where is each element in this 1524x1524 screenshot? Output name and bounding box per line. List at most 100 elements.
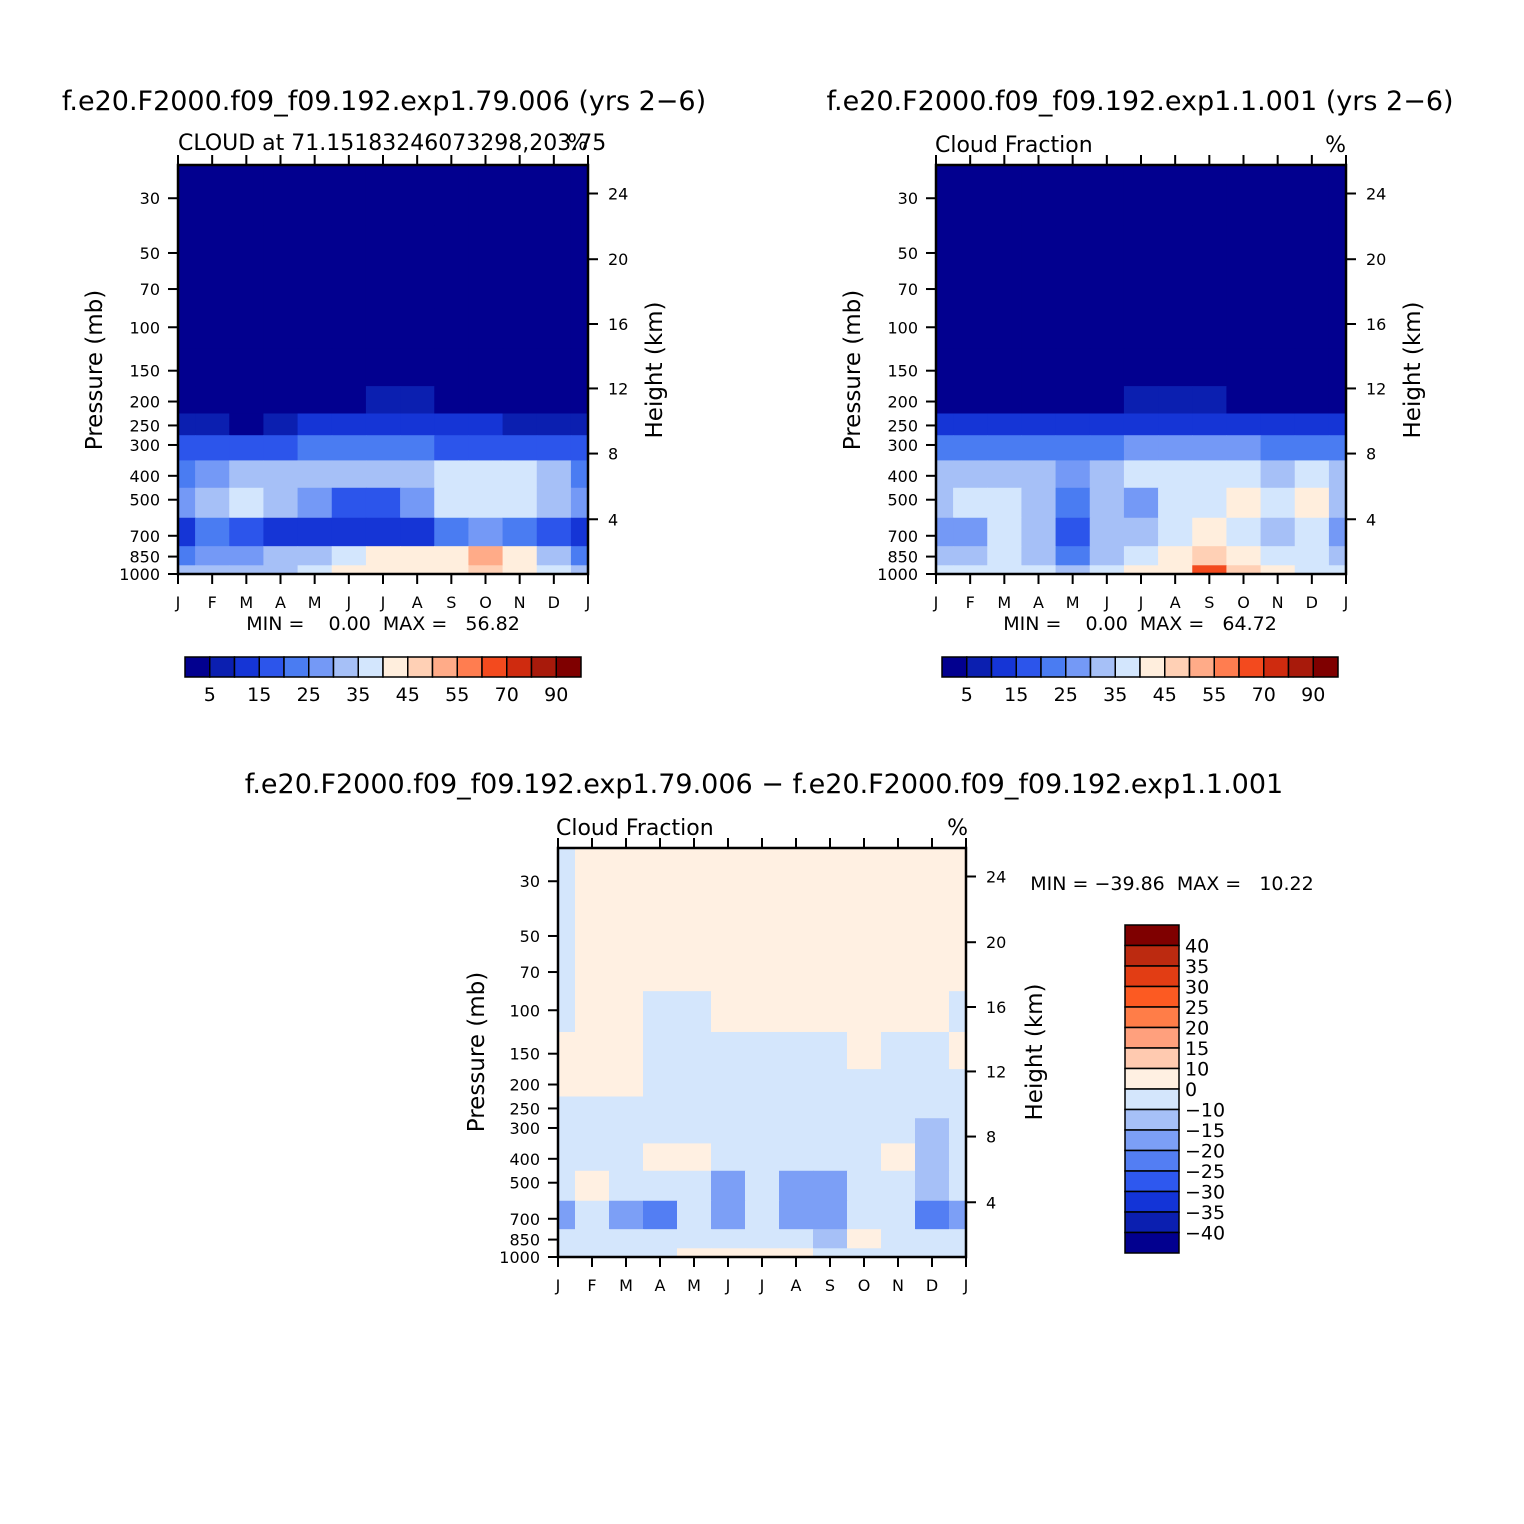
contour-cell: [1021, 225, 1057, 272]
contour-cell: [558, 1170, 576, 1202]
colorbar-swatch: [1124, 1170, 1180, 1193]
contour-cell: [570, 386, 589, 414]
colorbar-swatch: [233, 656, 260, 678]
contour-cell: [502, 386, 538, 414]
x-tick-label: J: [1138, 593, 1144, 612]
contour-cell: [847, 1069, 882, 1097]
x-tick-label: M: [308, 593, 322, 612]
contour-cell: [711, 1143, 746, 1172]
contour-cell: [987, 546, 1022, 566]
contour-cell: [1260, 271, 1296, 309]
contour-cell: [953, 308, 988, 350]
contour-cell: [711, 991, 746, 1033]
contour-cell: [881, 1200, 916, 1230]
colorbar-swatch: [332, 656, 359, 678]
contour-cell: [468, 565, 504, 575]
colorbar-label: 40: [1185, 936, 1209, 958]
contour-cell: [229, 386, 264, 414]
x-tick-label: J: [1343, 593, 1349, 612]
contour-cell: [1192, 348, 1227, 387]
x-tick-label: J: [933, 593, 939, 612]
contour-cell: [502, 565, 538, 575]
contour-cell: [575, 1069, 610, 1097]
contour-cell: [953, 565, 988, 575]
contour-cell: [365, 308, 401, 350]
x-tick-label: S: [1204, 593, 1214, 612]
contour-cell: [1021, 565, 1057, 575]
contour-cell: [711, 1118, 746, 1144]
y-tick-label: 50: [898, 244, 918, 263]
colorbar-label: 25: [1054, 684, 1078, 706]
x-tick-label: D: [548, 593, 560, 612]
x-tick-label: J: [555, 1276, 561, 1295]
contour-cell: [229, 460, 264, 489]
contour-cell: [936, 487, 954, 519]
contour-cell: [936, 165, 954, 227]
contour-cell: [936, 271, 954, 309]
colorbar-swatch: [1124, 1211, 1180, 1234]
contour-cell: [536, 386, 572, 414]
contour-cell: [881, 1170, 916, 1202]
colorbar-swatch: [258, 656, 285, 678]
x-tick-label: A: [1033, 593, 1044, 612]
panel-subtitle-right: %: [567, 131, 588, 156]
contour-cell: [434, 517, 469, 547]
x-tick-label: M: [239, 593, 253, 612]
contour-cell: [575, 908, 610, 955]
contour-cell: [609, 1031, 644, 1070]
y-tick-label: 300: [509, 1119, 540, 1138]
contour-cell: [1328, 546, 1347, 566]
contour-cell: [400, 546, 435, 566]
contour-cell: [936, 225, 954, 272]
contour-cell: [263, 348, 299, 387]
y-tick-label-right: 12: [608, 379, 628, 398]
contour-cell: [331, 460, 367, 489]
contour-cell: [847, 1248, 882, 1258]
contour-cell: [1089, 487, 1125, 519]
contour-cell: [263, 165, 299, 227]
colorbar: 5 15 25 35 45 55 70 90: [184, 656, 582, 706]
contour-cell: [847, 1200, 882, 1230]
contour-cell: [331, 517, 367, 547]
contour-cell: [987, 487, 1022, 519]
contour-cell: [643, 1096, 678, 1119]
contour-cell: [1260, 565, 1296, 575]
contour-cell: [609, 1143, 644, 1172]
colorbar-swatch: [555, 656, 582, 678]
colorbar-swatch: [1015, 656, 1042, 678]
panel-bottom-difference: f.e20.F2000.f09_f09.192.exp1.79.006 − f.…: [245, 769, 1314, 1295]
y-tick-label: 1000: [877, 565, 918, 584]
y-tick-label: 70: [520, 963, 540, 982]
colorbar-label: 70: [1252, 684, 1276, 706]
contour-cell: [881, 908, 916, 955]
colorbar-label: 90: [544, 684, 568, 706]
contour-cell: [502, 413, 538, 436]
contour-cell: [400, 487, 435, 519]
contour-cell: [1328, 413, 1347, 436]
x-tick-label: J: [963, 1276, 969, 1295]
contour-cell: [1260, 348, 1296, 387]
contour-cell: [847, 1031, 882, 1070]
contour-cell: [1158, 413, 1193, 436]
colorbar-swatch: [1089, 656, 1116, 678]
contour-cell: [1123, 460, 1159, 489]
contour-cell: [570, 487, 589, 519]
contour-cell: [643, 1031, 678, 1070]
contour-cell: [468, 348, 504, 387]
y-tick-label-right: 12: [986, 1062, 1006, 1081]
contour-cell: [1055, 546, 1091, 566]
contour-cell: [195, 460, 230, 489]
contour-cell: [915, 1143, 950, 1172]
contour-cell: [434, 460, 469, 489]
contour-cell: [779, 1143, 814, 1172]
x-tick-label: N: [1272, 593, 1284, 612]
contour-cell: [1123, 386, 1159, 414]
contour-cell: [558, 954, 576, 992]
contour-cell: [1123, 165, 1159, 227]
contour-cell: [178, 225, 196, 272]
y-tick-label: 500: [509, 1174, 540, 1193]
colorbar-label: 30: [1185, 977, 1209, 999]
contour-cell: [1294, 517, 1330, 547]
min-max-label: MIN = 0.00 MAX = 56.82: [246, 613, 520, 635]
contour-cell: [1089, 435, 1125, 461]
